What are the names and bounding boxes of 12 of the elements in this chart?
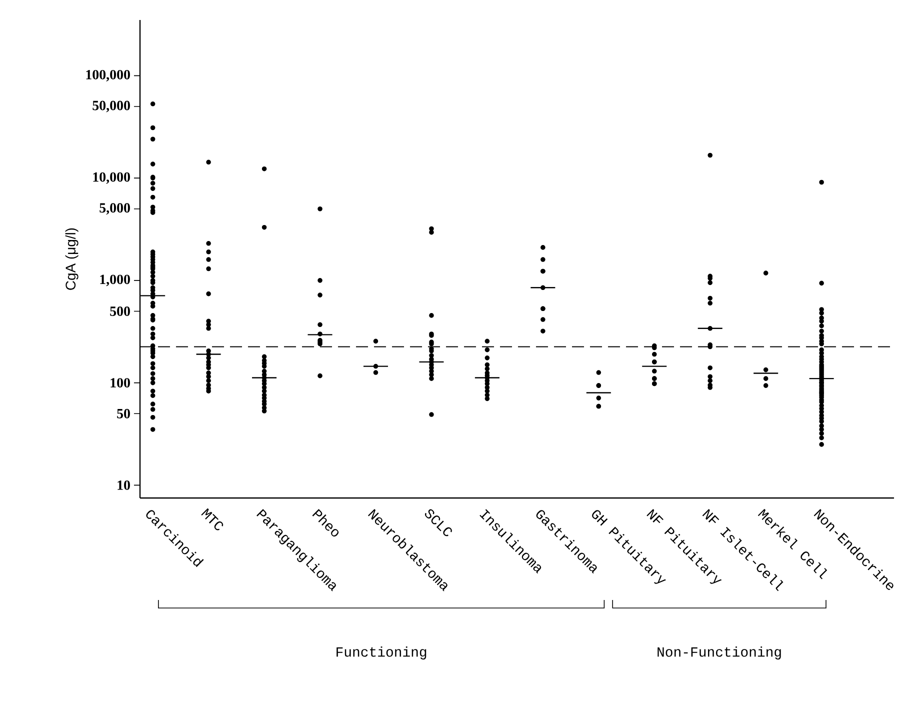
y-tick-label: 1,000 xyxy=(100,274,130,286)
y-tick-label: 500 xyxy=(110,306,130,316)
y-tick-label: 50,000 xyxy=(92,100,130,112)
y-axis-title: CgA (μg/l) xyxy=(65,228,78,290)
y-tick-label: 100,000 xyxy=(86,70,130,82)
text: Non-Functioning xyxy=(658,646,781,660)
y-tick-label: 10,000 xyxy=(93,172,130,184)
y-tick-label: 50 xyxy=(117,408,130,418)
y-tick-label: 10 xyxy=(118,480,130,490)
y-tick-label: 100 xyxy=(110,378,130,388)
text: Functioning xyxy=(336,646,426,660)
y-tick-label: 5,000 xyxy=(100,203,130,215)
